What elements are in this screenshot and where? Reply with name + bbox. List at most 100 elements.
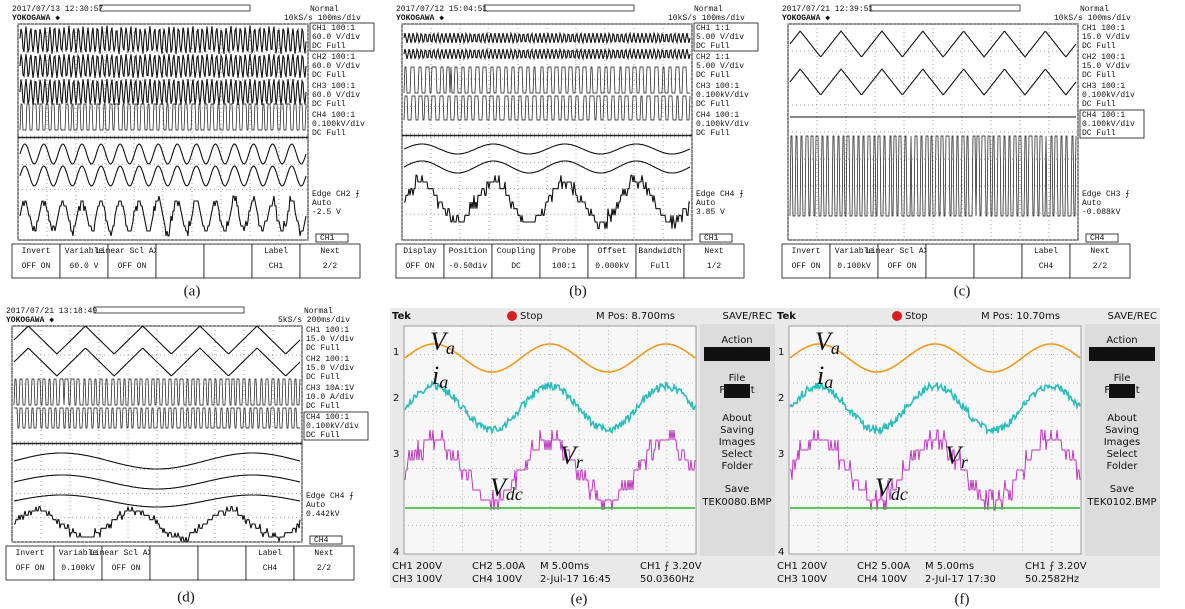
menu-value: -0.50div (449, 262, 488, 271)
trigger-setting: -0.088kV (1082, 208, 1121, 217)
readout: CH1 200V (392, 561, 442, 572)
mode: Normal (1080, 5, 1109, 14)
menu-value: 0.100kV (61, 564, 95, 573)
readout: M 5.00ms (540, 561, 589, 572)
label-sub: r (576, 452, 584, 472)
menu-value: OFF ON (792, 262, 821, 271)
time-bar (100, 5, 250, 11)
menu-item: Folder (1107, 461, 1139, 472)
menu-title: Label (264, 247, 288, 256)
readout: CH1 200V (777, 561, 827, 572)
sample-rate: 5kS/s 200ms/div (278, 316, 350, 325)
menu-value: OFF ON (112, 564, 141, 573)
menu-tab-label: CH4 (314, 536, 329, 545)
trigger-setting: Edge CH4 ⨍ (306, 491, 353, 501)
channel-setting: CH3 100:1 (312, 82, 355, 91)
menu-value: Full (650, 262, 669, 271)
trigger-setting: Auto (312, 199, 331, 208)
label-sub: r (961, 452, 969, 472)
scope-panel: 2017/07/12 15:04:51YOKOGAWA ◆Normal10kS/… (396, 5, 758, 278)
trigger-setting: Auto (696, 199, 715, 208)
menu-item: Folder (722, 461, 754, 472)
menu-item: TEK0102.BMP (1086, 497, 1156, 508)
caption: (d) (177, 589, 195, 605)
caption: (a) (184, 283, 201, 299)
menu-title: Next (314, 549, 333, 558)
mode: Normal (694, 5, 723, 14)
menu-value: DC (511, 262, 521, 271)
menu-title: Label (1034, 247, 1058, 256)
channel-setting: DC Full (696, 71, 730, 80)
channel-setting: 0.100kV/div (696, 120, 749, 129)
menu-item: Select (1107, 449, 1138, 460)
brand: YOKOGAWA ◆ (782, 14, 830, 23)
sample-rate: 10kS/s 100ms/div (1054, 14, 1131, 23)
readout: CH3 100V (777, 574, 827, 585)
figure: 2017/07/13 12:30:57YOKOGAWA ◆Normal10kS/… (0, 0, 1185, 609)
channel-setting: CH1 100:1 (306, 326, 349, 335)
menu-title: Position (449, 247, 488, 256)
status: Stop (905, 311, 928, 322)
channel-marker: 2 (393, 393, 399, 404)
label-main: i (817, 361, 824, 390)
channel-marker: 4 (393, 547, 399, 558)
readout: CH3 100V (392, 574, 442, 585)
menu-value: OFF ON (16, 564, 45, 573)
time-bar (870, 5, 1020, 11)
menu-cell (198, 546, 246, 580)
menu-cell (150, 546, 198, 580)
readout: 50.2582Hz (1025, 574, 1079, 585)
channel-setting: CH2 100:1 (312, 53, 355, 62)
menu-title: Display (403, 247, 437, 256)
menu-value: CH1 (269, 262, 284, 271)
channel-setting: CH4 100:1 (1082, 111, 1125, 120)
trigger-setting: 3.85 V (696, 208, 725, 217)
menu-tab-label: CH1 (704, 234, 719, 243)
stop-dot (507, 311, 517, 321)
trigger-setting: Edge CH3 ⨍ (1082, 189, 1129, 199)
channel-setting: CH1 1:1 (696, 24, 730, 33)
channel-setting: DC Full (696, 42, 730, 51)
channel-setting: 5.00 V/div (696, 33, 744, 42)
channel-setting: CH1 100:1 (1082, 24, 1125, 33)
menu-value: 100:1 (552, 262, 576, 271)
mode: Normal (310, 5, 339, 14)
menu-item: Save (1110, 484, 1135, 495)
channel-setting: DC Full (696, 100, 730, 109)
readout: CH1 ⨍ 3.20V (640, 561, 702, 572)
timestamp: 2017/07/21 12:39:51 (782, 5, 873, 14)
menu-value: OFF ON (22, 262, 51, 271)
channel-setting: 15.0 V/div (1082, 33, 1130, 42)
menu-item: Images (1104, 437, 1141, 448)
channel-setting: CH2 1:1 (696, 53, 730, 62)
channel-setting: DC Full (312, 129, 346, 138)
channel-setting: 15.0 V/div (1082, 62, 1130, 71)
channel-setting: DC Full (312, 100, 346, 109)
channel-setting: DC Full (1082, 129, 1116, 138)
channel-marker: 4 (778, 547, 784, 558)
menu-title: Bandwidth (638, 247, 681, 256)
menu-title: Invert (16, 549, 45, 558)
scope-panel: TekStopM Pos: 8.700msSAVE/REC1234VaiaVrV… (390, 308, 775, 588)
channel-setting: 0.100kV/div (306, 422, 359, 431)
channel-setting: DC Full (1082, 71, 1116, 80)
channel-setting: DC Full (1082, 100, 1116, 109)
mode: Normal (304, 307, 333, 316)
readout: 50.0360Hz (640, 574, 694, 585)
menu-item: Select (722, 449, 753, 460)
brand: YOKOGAWA ◆ (12, 14, 60, 23)
menu-value: 2/2 (323, 262, 338, 271)
brand: Tek (392, 311, 411, 322)
menu-value: 60.0 V (70, 262, 99, 271)
readout: CH2 5.00A (857, 561, 910, 572)
label-main: i (432, 361, 439, 390)
menu-item: Action (721, 335, 752, 346)
scope-panel: 2017/07/21 12:39:51YOKOGAWA ◆ Normal10kS/… (782, 5, 1144, 278)
sample-rate: 10kS/s 100ms/div (668, 14, 745, 23)
menu-item: About (722, 413, 752, 424)
label-sub: dc (891, 484, 908, 504)
menu-title: SAVE/REC (1107, 311, 1157, 322)
channel-marker: 3 (393, 449, 399, 460)
trigger-setting: Auto (306, 501, 325, 510)
channel-setting: 60.0 V/div (312, 33, 360, 42)
